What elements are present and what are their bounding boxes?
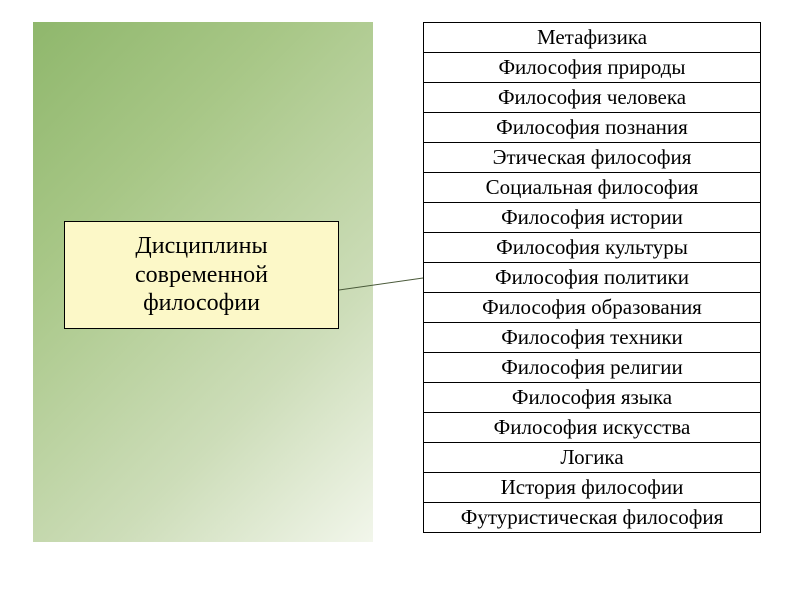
title-text: Дисциплины современной философии (135, 232, 268, 318)
table-row: Философия природы (424, 53, 761, 83)
discipline-cell: Философия техники (424, 323, 761, 353)
table-row: Социальная философия (424, 173, 761, 203)
discipline-cell: Философия истории (424, 203, 761, 233)
discipline-cell: Философия познания (424, 113, 761, 143)
table-row: Философия религии (424, 353, 761, 383)
discipline-cell: Логика (424, 443, 761, 473)
discipline-cell: Футуристическая философия (424, 503, 761, 533)
table-row: Философия техники (424, 323, 761, 353)
table-row: Философия познания (424, 113, 761, 143)
discipline-cell: Философия культуры (424, 233, 761, 263)
table-row: Логика (424, 443, 761, 473)
discipline-cell: Этическая философия (424, 143, 761, 173)
table-row: Футуристическая философия (424, 503, 761, 533)
title-line-3: философии (135, 289, 268, 318)
table-row: Философия языка (424, 383, 761, 413)
table-row: Философия культуры (424, 233, 761, 263)
discipline-cell: Метафизика (424, 23, 761, 53)
table-row: Метафизика (424, 23, 761, 53)
table-row: Философия истории (424, 203, 761, 233)
discipline-cell: Философия образования (424, 293, 761, 323)
table-row: История философии (424, 473, 761, 503)
table-row: Философия политики (424, 263, 761, 293)
title-box: Дисциплины современной философии (64, 221, 339, 329)
discipline-cell: История философии (424, 473, 761, 503)
discipline-cell: Философия религии (424, 353, 761, 383)
title-line-2: современной (135, 261, 268, 290)
title-line-1: Дисциплины (135, 232, 268, 261)
table-row: Философия образования (424, 293, 761, 323)
table-row: Философия человека (424, 83, 761, 113)
discipline-cell: Философия природы (424, 53, 761, 83)
discipline-cell: Философия человека (424, 83, 761, 113)
discipline-cell: Философия искусства (424, 413, 761, 443)
disciplines-table: МетафизикаФилософия природыФилософия чел… (423, 22, 761, 533)
discipline-cell: Философия языка (424, 383, 761, 413)
table-row: Этическая философия (424, 143, 761, 173)
discipline-cell: Социальная философия (424, 173, 761, 203)
table-row: Философия искусства (424, 413, 761, 443)
discipline-cell: Философия политики (424, 263, 761, 293)
